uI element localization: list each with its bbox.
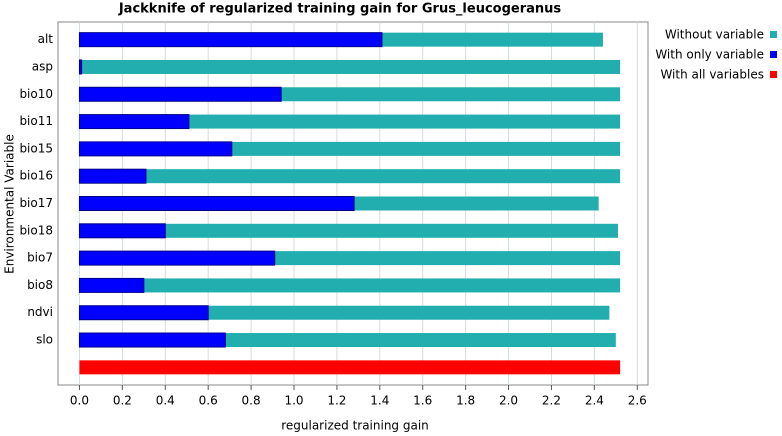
legend-swatch: [770, 71, 777, 78]
bar: [79, 114, 621, 129]
legend-label: With only variable: [655, 48, 764, 62]
legend-label: Without variable: [665, 28, 764, 42]
y-tick-label: asp: [32, 59, 53, 73]
x-tick-label: 2.4: [585, 394, 604, 408]
bar: [78, 196, 355, 211]
bar: [79, 278, 621, 293]
y-axis-label: Environmental Variable: [3, 134, 17, 274]
y-tick-label: bio17: [19, 196, 53, 210]
bar: [79, 169, 621, 184]
y-tick-label: bio11: [19, 114, 53, 128]
bar: [78, 223, 166, 239]
bar: [78, 86, 282, 102]
bar: [79, 59, 621, 74]
x-tick-label: 1.2: [327, 394, 346, 408]
x-tick-label: 2.6: [628, 394, 647, 408]
bar: [78, 332, 226, 348]
x-tick-label: 1.8: [456, 394, 475, 408]
bar: [78, 141, 233, 157]
legend-swatch: [770, 51, 777, 58]
bar: [78, 59, 83, 75]
x-tick-label: 2.0: [499, 394, 518, 408]
x-tick-label: 0.0: [70, 394, 89, 408]
x-tick-label: 1.6: [413, 394, 432, 408]
bar: [78, 114, 190, 130]
bar: [78, 250, 276, 266]
x-tick-label: 0.6: [199, 394, 218, 408]
y-tick-label: bio16: [19, 169, 53, 183]
x-tick-label: 0.8: [242, 394, 261, 408]
x-tick-label: 0.2: [113, 394, 132, 408]
bar: [78, 168, 147, 184]
x-tick-label: 1.4: [370, 394, 389, 408]
x-axis-label: regularized training gain: [281, 419, 429, 433]
chart-title: Jackknife of regularized training gain f…: [118, 2, 562, 17]
y-tick-label: alt: [38, 32, 54, 46]
legend-label: With all variables: [660, 68, 764, 82]
bar: [79, 305, 610, 320]
x-tick-label: 0.4: [156, 394, 175, 408]
y-tick-label: bio7: [27, 251, 53, 265]
y-tick-label: bio8: [27, 278, 53, 292]
bar: [79, 223, 618, 238]
y-tick-label: bio18: [19, 223, 53, 237]
legend-swatch: [770, 31, 777, 38]
x-tick-label: 2.2: [542, 394, 561, 408]
y-tick-label: bio15: [19, 141, 53, 155]
bar: [78, 305, 209, 321]
x-tick-label: 1.0: [284, 394, 303, 408]
bar: [78, 32, 383, 48]
bar: [79, 360, 621, 375]
y-tick-label: bio10: [19, 87, 53, 101]
y-tick-label: slo: [36, 333, 53, 347]
bar: [78, 277, 145, 293]
y-tick-label: ndvi: [27, 305, 53, 319]
